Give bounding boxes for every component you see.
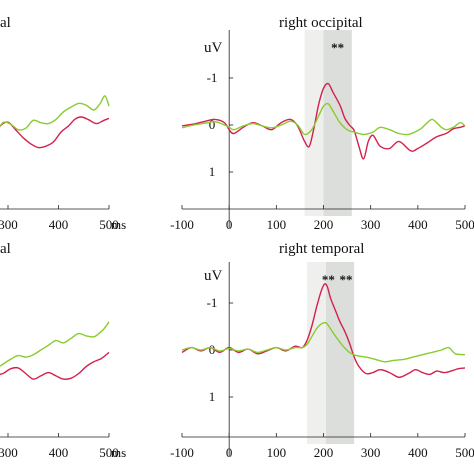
series-line-red [0, 351, 110, 380]
series-line-green [0, 95, 110, 131]
x-tick-label: 400 [408, 217, 428, 232]
y-tick-label: 1 [209, 389, 216, 404]
significance-marker: ** [340, 272, 353, 287]
panel-right-occipital: -1 0 1 uV -100 0 100 200 300 400 500 right occipita… [170, 15, 474, 232]
x-tick-label: 200 [314, 217, 334, 232]
x-tick-label: 300 [0, 445, 18, 460]
x-tick-label: 500 [455, 217, 474, 232]
x-tick-label: 300 [0, 217, 18, 232]
x-tick-label: 100 [267, 217, 287, 232]
y-tick-label: 1 [209, 164, 216, 179]
y-axis-title: uV [204, 268, 223, 284]
significance-marker: ** [331, 40, 344, 55]
series-line-red [0, 116, 110, 149]
panel-title: al [0, 241, 11, 257]
significance-band-light [306, 262, 326, 444]
x-tick-label: 500 [455, 445, 474, 460]
x-tick-label: -100 [170, 445, 194, 460]
y-axis-title: uV [204, 40, 223, 56]
x-tick-label: 400 [408, 445, 428, 460]
x-axis-unit: ms [111, 217, 126, 232]
panel-title: al [0, 15, 11, 31]
x-tick-label: 300 [361, 217, 381, 232]
panel-title: right temporal [279, 241, 364, 257]
series-line-green [0, 321, 110, 367]
y-tick-label: -1 [207, 70, 218, 85]
x-tick-label: 0 [226, 445, 233, 460]
series-line-green [181, 321, 466, 363]
x-axis-unit: ms [111, 445, 126, 460]
x-tick-label: 500 [99, 445, 119, 460]
x-tick-label: 400 [49, 217, 69, 232]
x-tick-label: 200 [314, 445, 334, 460]
panel-title: right occipital [279, 15, 363, 31]
x-tick-label: 500 [99, 217, 119, 232]
x-tick-label: 400 [49, 445, 69, 460]
significance-band-light [304, 30, 324, 216]
x-tick-label: 300 [361, 445, 381, 460]
y-tick-label: -1 [207, 295, 218, 310]
series-line-red [181, 82, 466, 160]
series-line-green [181, 102, 466, 136]
y-tick-label: 0 [209, 117, 216, 132]
x-tick-label: 100 [267, 445, 287, 460]
y-tick-label: 0 [209, 342, 216, 357]
x-tick-label: -100 [170, 217, 194, 232]
x-tick-label: 0 [226, 217, 233, 232]
panel-right-temporal: -1 0 1 uV -100 0 100 200 300 400 500 right temporal… [170, 241, 474, 460]
